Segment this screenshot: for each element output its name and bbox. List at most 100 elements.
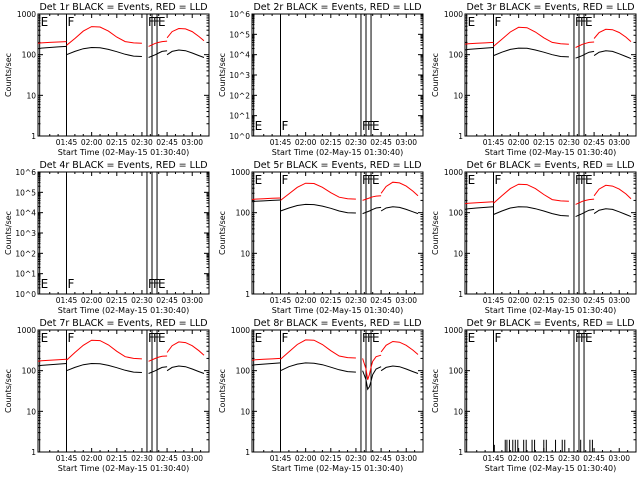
flag-label: E (41, 331, 49, 345)
flag-label: E (468, 173, 476, 187)
y-tick-label: 10 (453, 407, 463, 416)
events-series-line (37, 45, 67, 50)
x-tick-label: 02:30 (131, 296, 153, 305)
y-tick-label: 100 (449, 209, 464, 218)
y-tick-label: 100 (236, 209, 251, 218)
flag-label: E (372, 119, 380, 133)
y-tick-label: 10^6 (15, 168, 36, 177)
x-tick-label: 01:45 (483, 296, 505, 305)
flag-label: F (68, 331, 75, 345)
lld-series-line (593, 184, 632, 200)
y-tick-label: 100 (449, 367, 464, 376)
x-tick-label: 01:45 (270, 296, 292, 305)
y-tick-label: 1 (31, 448, 36, 457)
y-axis-label: Counts/sec (218, 211, 227, 255)
x-tick-label: 02:45 (156, 296, 178, 305)
y-tick-label: 10^4 (229, 51, 250, 60)
lld-series-line (66, 339, 142, 361)
x-tick-label: 02:30 (345, 296, 367, 305)
events-series-line (66, 362, 142, 373)
x-tick-label: 02:30 (558, 454, 580, 463)
x-tick-label: 02:15 (106, 138, 128, 147)
x-tick-label: 02:15 (106, 296, 128, 305)
y-tick-label: 1000 (444, 10, 463, 19)
y-tick-label: 10^3 (15, 229, 36, 238)
flag-label: F (367, 173, 374, 187)
x-tick-label: 02:00 (508, 138, 530, 147)
plot-frame (37, 329, 210, 453)
plot-frame (37, 171, 210, 295)
lld-series-line (493, 183, 569, 204)
x-tick-label: 01:45 (270, 454, 292, 463)
y-axis-label: Counts/sec (431, 211, 440, 255)
y-tick-label: 1 (245, 448, 250, 457)
lld-series-line (166, 27, 205, 42)
x-axis-label: Start Time (02-May-15 01:30:40) (485, 148, 616, 157)
events-series-line (575, 50, 595, 59)
x-axis-label: Start Time (02-May-15 01:30:40) (58, 306, 189, 315)
x-tick-label: 02:00 (295, 296, 317, 305)
y-axis-label: Counts/sec (431, 369, 440, 413)
flag-label: F (362, 331, 369, 345)
lld-series-line (464, 41, 494, 45)
events-series-line (148, 50, 168, 58)
lld-series-line (166, 341, 205, 356)
x-axis-label: Start Time (02-May-15 01:30:40) (58, 464, 189, 473)
x-tick-label: 03:00 (181, 138, 203, 147)
y-tick-label: 10^4 (15, 209, 36, 218)
lld-series-line (37, 41, 67, 44)
x-tick-label: 02:00 (295, 138, 317, 147)
flag-label: E (468, 15, 476, 29)
flag-label: F (282, 331, 289, 345)
flag-label: F (153, 277, 160, 291)
events-series-line (464, 206, 494, 210)
flag-label: E (158, 331, 166, 345)
events-series-line (575, 208, 595, 218)
flag-label: E (372, 173, 380, 187)
y-axis-label: Counts/sec (218, 53, 227, 97)
panel-title: Det 1r BLACK = Events, RED = LLD (39, 2, 207, 13)
x-tick-label: 02:15 (320, 296, 342, 305)
lld-series-line (148, 355, 168, 362)
events-series-line (280, 362, 356, 373)
lld-series-line (380, 181, 419, 197)
flag-label: E (158, 277, 166, 291)
x-tick-label: 02:45 (370, 296, 392, 305)
y-tick-label: 1000 (444, 168, 463, 177)
events-series-line (148, 366, 168, 374)
y-tick-label: 1000 (17, 326, 36, 335)
x-tick-label: 02:00 (81, 138, 103, 147)
x-tick-label: 03:00 (395, 454, 417, 463)
flag-label: F (367, 119, 374, 133)
lld-series-line (251, 357, 281, 361)
lld-series-line (380, 340, 419, 355)
flag-label: E (158, 15, 166, 29)
x-tick-label: 02:15 (320, 454, 342, 463)
x-axis-label: Start Time (02-May-15 01:30:40) (485, 306, 616, 315)
flag-label: F (68, 277, 75, 291)
x-tick-label: 02:30 (131, 138, 153, 147)
x-tick-label: 02:45 (583, 138, 605, 147)
lld-series-line (37, 358, 67, 362)
x-tick-label: 01:45 (270, 138, 292, 147)
x-tick-label: 02:15 (320, 138, 342, 147)
plot-frame (37, 13, 210, 137)
y-tick-label: 10^2 (229, 91, 250, 100)
flag-label: F (580, 173, 587, 187)
y-tick-label: 10 (453, 249, 463, 258)
events-series-line (493, 47, 569, 58)
y-axis-label: Counts/sec (218, 369, 227, 413)
x-tick-label: 01:45 (483, 454, 505, 463)
x-axis-label: Start Time (02-May-15 01:30:40) (272, 306, 403, 315)
x-tick-label: 02:45 (156, 454, 178, 463)
lld-series-line (575, 198, 595, 205)
y-tick-label: 10^6 (229, 10, 250, 19)
x-tick-label: 02:15 (533, 296, 555, 305)
events-series-line (362, 366, 382, 391)
lld-series-line (362, 354, 382, 380)
panel-title: Det 9r BLACK = Events, RED = LLD (466, 318, 634, 329)
x-tick-label: 02:15 (533, 454, 555, 463)
